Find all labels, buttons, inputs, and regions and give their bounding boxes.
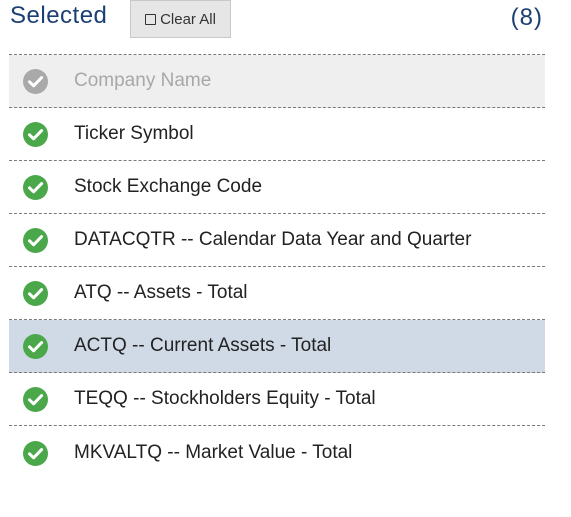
list-item-ticker-symbol[interactable]: Ticker Symbol [9, 108, 545, 161]
selected-header: Selected Clear All (8) [0, 0, 571, 44]
list-item-actq[interactable]: ACTQ -- Current Assets - Total [9, 320, 545, 373]
list-item-mkvaltq[interactable]: MKVALTQ -- Market Value - Total [9, 426, 545, 479]
check-circle-icon[interactable] [23, 228, 48, 253]
check-circle-icon[interactable] [23, 281, 48, 306]
check-circle-icon[interactable] [23, 440, 48, 466]
list-item-label: Stock Exchange Code [74, 176, 263, 197]
clear-all-label: Clear All [160, 10, 216, 28]
list-item-label: ACTQ -- Current Assets - Total [74, 335, 332, 356]
list-item-label: Ticker Symbol [74, 123, 194, 144]
list-item-label: Company Name [74, 70, 212, 91]
list-item-label: DATACQTR -- Calendar Data Year and Quart… [74, 229, 472, 250]
list-item-stock-exchange-code[interactable]: Stock Exchange Code [9, 161, 545, 214]
check-circle-icon[interactable] [23, 175, 48, 200]
selected-title: Selected [10, 2, 108, 29]
clear-all-button[interactable]: Clear All [130, 0, 231, 38]
list-item-company-name: Company Name [9, 55, 545, 108]
list-item-label: MKVALTQ -- Market Value - Total [74, 441, 353, 463]
list-item-label: ATQ -- Assets - Total [74, 282, 248, 303]
list-item-teqq[interactable]: TEQQ -- Stockholders Equity - Total [9, 373, 545, 426]
list-item-atq[interactable]: ATQ -- Assets - Total [9, 267, 545, 320]
check-circle-icon[interactable] [23, 122, 48, 147]
list-item-datacqtr[interactable]: DATACQTR -- Calendar Data Year and Quart… [9, 214, 545, 267]
selected-variables-list: Company Name Ticker Symbol Stock Exchang… [9, 54, 545, 479]
check-circle-icon[interactable] [23, 334, 48, 359]
checkbox-icon [145, 14, 157, 25]
selected-count: (8) [510, 4, 543, 31]
check-circle-icon [23, 69, 48, 94]
list-item-label: TEQQ -- Stockholders Equity - Total [74, 388, 376, 409]
check-circle-icon[interactable] [23, 387, 48, 412]
